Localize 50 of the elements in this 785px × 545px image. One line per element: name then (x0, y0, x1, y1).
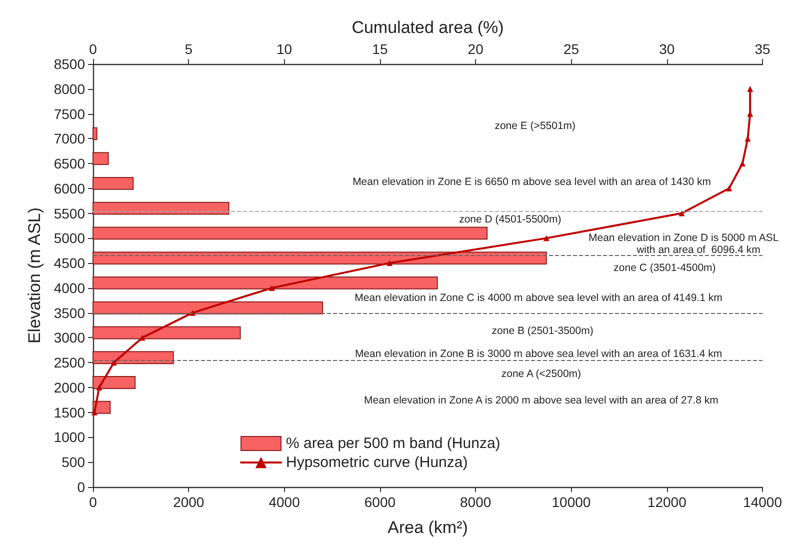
x-tick-label: 10000 (552, 494, 591, 510)
x2-tick-label: 10 (276, 41, 292, 57)
x2-tick-label: 5 (184, 41, 193, 57)
x2-tick-label: 0 (89, 41, 98, 57)
y-tick-label: 8000 (54, 80, 86, 97)
annotation: Mean elevation in Zone B is 3000 m above sea level with an area of 1631.4 km (354, 348, 722, 360)
y-tick-label: 6000 (54, 180, 86, 196)
x-tick-label: 14000 (743, 494, 782, 510)
x2-tick-label: 35 (754, 41, 771, 57)
y-tick-label: 3000 (54, 330, 86, 346)
x2-tick-label: 20 (468, 41, 484, 57)
annotation: zone B (2501-3500m) (492, 324, 594, 337)
legend-label: % area per 500 m band (Hunza) (286, 435, 500, 452)
annotation: zone D (4501-5500m) (459, 214, 562, 226)
y-tick-label: 500 (62, 454, 86, 470)
x2-tick-label: 25 (563, 41, 580, 57)
legend-label: Hypsometric curve (Hunza) (286, 454, 468, 471)
x-tick-label: 8000 (460, 494, 492, 510)
y-tick-label: 5500 (54, 205, 86, 222)
x2-axis-title: Cumulated area (%) (352, 18, 504, 37)
x-tick-label: 4000 (268, 494, 300, 510)
annotation: zone A (<2500m) (501, 368, 582, 380)
x-tick-label: 0 (89, 494, 98, 510)
annotation: Mean elevation in Zone D is 5000 m ASL (588, 232, 779, 244)
annotation: Mean elevation in Zone A is 2000 m above sea level with an area of 27.8 km (364, 394, 719, 407)
x2-tick-label: 30 (659, 41, 675, 57)
x2-tick-label: 15 (372, 41, 388, 57)
annotation: zone E (>5501m) (494, 120, 576, 132)
y-axis-title: Elevation (m ASL) (24, 207, 44, 344)
y-tick-label: 2000 (54, 379, 86, 396)
x-tick-label: 6000 (364, 494, 396, 510)
annotation: with an area of 6096.4 km (636, 244, 761, 256)
y-tick-label: 7500 (54, 106, 86, 122)
y-tick-label: 7000 (54, 130, 86, 147)
y-tick-label: 8500 (54, 56, 86, 72)
annotation: zone C (3501-4500m) (614, 262, 716, 274)
annotation: Mean elevation in Zone C is 4000 m above sea level with an area of 4149.1 km (354, 292, 723, 304)
y-tick-label: 4500 (54, 255, 86, 272)
y-tick-label: 0 (77, 479, 86, 495)
x-tick-label: 12000 (647, 494, 687, 510)
x-tick-label: 2000 (173, 494, 204, 510)
y-tick-label: 1000 (54, 429, 86, 446)
y-tick-label: 4000 (54, 280, 86, 296)
annotation: Mean elevation in Zone E is 6650 m above sea level with an area of 1430 km (352, 176, 712, 188)
y-tick-label: 2500 (54, 354, 86, 371)
x-axis-title: Area (km²) (388, 518, 468, 537)
y-tick-label: 6500 (54, 156, 86, 172)
y-tick-label: 3500 (54, 304, 86, 321)
y-tick-label: 1500 (54, 404, 86, 420)
y-tick-label: 5000 (54, 230, 86, 246)
